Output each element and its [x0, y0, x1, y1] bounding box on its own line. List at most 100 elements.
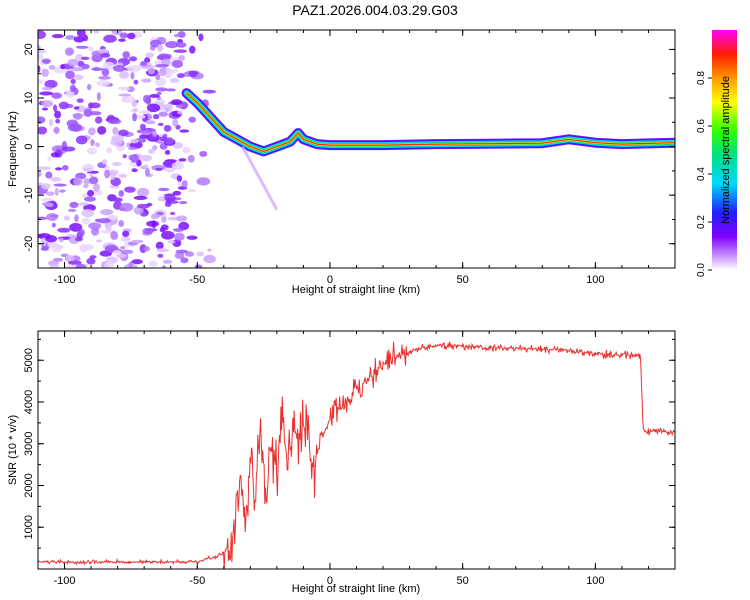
- y-tick-label: -10: [23, 187, 35, 203]
- noise-blob: [47, 156, 52, 161]
- noise-blob: [88, 127, 96, 136]
- noise-blob: [140, 60, 148, 67]
- noise-blob: [182, 146, 191, 154]
- noise-blob: [148, 94, 160, 98]
- noise-blob: [80, 56, 90, 61]
- noise-blob: [118, 70, 130, 79]
- noise-blob: [81, 209, 95, 218]
- noise-blob: [68, 208, 77, 213]
- y-tick-label: 4000: [23, 390, 35, 414]
- noise-blob: [38, 216, 48, 221]
- noise-blob: [172, 142, 184, 149]
- noise-blob: [196, 177, 211, 186]
- noise-blob: [158, 111, 169, 117]
- noise-blob: [148, 260, 158, 267]
- noise-blob: [119, 202, 134, 212]
- noise-blob: [141, 78, 152, 83]
- noise-blob: [198, 33, 204, 42]
- noise-blob: [155, 167, 163, 172]
- noise-blob: [86, 257, 96, 265]
- noise-blob: [50, 152, 60, 158]
- noise-blob: [177, 39, 184, 44]
- noise-blob: [158, 53, 172, 59]
- noise-blob: [129, 56, 138, 62]
- noise-blob: [128, 261, 133, 268]
- noise-blob: [64, 47, 74, 56]
- noise-blob: [67, 58, 79, 67]
- noise-blob: [78, 202, 89, 206]
- noise-blob: [70, 123, 83, 132]
- spectrogram-y-ticks: 20 10 0 -10 -20: [23, 43, 675, 269]
- noise-blob: [75, 45, 89, 49]
- noise-blob: [187, 154, 195, 163]
- noise-blob: [58, 101, 69, 110]
- x-tick-label: -100: [54, 575, 76, 587]
- noise-blob: [38, 171, 42, 177]
- noise-blob: [175, 104, 183, 109]
- noise-blob: [203, 254, 216, 264]
- noise-blob: [181, 180, 188, 188]
- noise-blob: [159, 68, 167, 77]
- noise-blob: [131, 259, 143, 265]
- noise-blob: [63, 215, 70, 221]
- noise-blob: [163, 124, 172, 132]
- noise-blob: [133, 195, 148, 200]
- noise-blob: [70, 66, 85, 72]
- noise-blob: [117, 86, 131, 91]
- spectrogram-x-ticks: -100 -50 0 50 100: [37, 30, 676, 286]
- noise-blob: [107, 214, 119, 221]
- noise-blob: [60, 64, 66, 70]
- noise-blob: [130, 153, 139, 163]
- noise-blob: [67, 260, 82, 265]
- noise-blob: [157, 44, 163, 53]
- noise-blob: [128, 146, 138, 151]
- noise-blob: [143, 246, 150, 252]
- noise-blob: [172, 118, 179, 127]
- noise-blob: [187, 188, 196, 193]
- noise-blob: [83, 244, 95, 251]
- noise-blob: [154, 59, 164, 66]
- noise-blob: [75, 135, 88, 145]
- noise-blob: [132, 112, 137, 122]
- noise-blob: [42, 107, 49, 111]
- noise-blob: [152, 145, 158, 151]
- noise-blob: [133, 79, 139, 85]
- snr-series-line: [38, 341, 675, 569]
- noise-blob: [73, 106, 80, 110]
- noise-blob: [174, 232, 185, 241]
- noise-blob: [45, 202, 54, 208]
- noise-blob: [69, 222, 83, 232]
- noise-blob: [38, 79, 44, 85]
- noise-blob: [165, 137, 174, 145]
- noise-blob: [96, 92, 101, 101]
- noise-blob: [51, 222, 56, 228]
- noise-blob: [194, 264, 203, 268]
- noise-blob: [55, 118, 61, 124]
- noise-blob: [38, 30, 47, 39]
- noise-blob: [155, 241, 164, 250]
- noise-blob: [112, 197, 123, 203]
- noise-blob: [118, 93, 132, 97]
- noise-blob: [94, 116, 103, 124]
- noise-blob: [96, 79, 111, 87]
- noise-blob: [139, 154, 153, 162]
- x-tick-label: 100: [586, 274, 604, 286]
- noise-blob: [38, 50, 47, 54]
- y-tick-label: 20: [23, 43, 35, 55]
- noise-blob: [126, 142, 131, 148]
- spectrogram-y-label: Frequency (Hz): [7, 111, 19, 187]
- noise-blob: [130, 71, 135, 80]
- noise-blob: [167, 240, 176, 244]
- y-tick-label: 3000: [23, 431, 35, 455]
- noise-blob: [137, 187, 150, 197]
- noise-blob: [138, 110, 153, 114]
- noise-blob: [38, 166, 51, 170]
- noise-blob: [49, 264, 59, 268]
- noise-blob: [142, 227, 154, 235]
- noise-blob: [152, 130, 157, 137]
- noise-blob: [54, 110, 62, 119]
- noise-blob: [51, 92, 63, 99]
- noise-blob: [100, 208, 114, 216]
- noise-blob: [103, 34, 117, 43]
- noise-blob: [61, 146, 76, 152]
